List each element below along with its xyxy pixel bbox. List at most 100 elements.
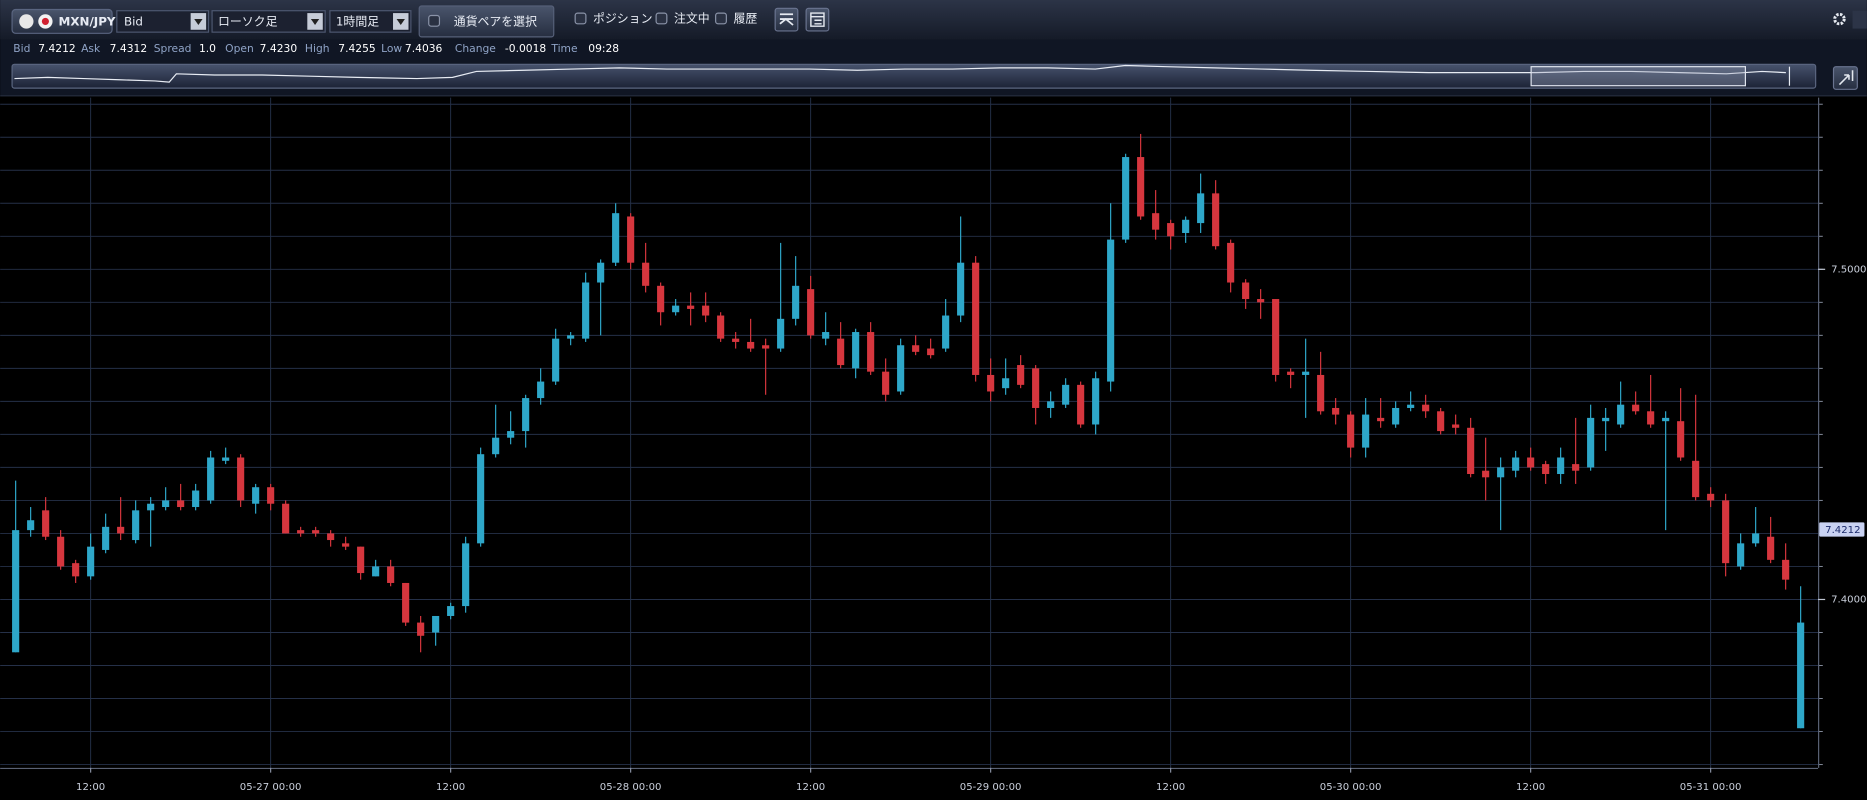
- candle-body: [762, 345, 770, 349]
- candle-body: [882, 371, 890, 395]
- icon: [779, 13, 794, 26]
- candle-body: [927, 348, 935, 356]
- candle-body: [582, 282, 590, 339]
- candle-body: [1182, 219, 1190, 233]
- candle-body: [297, 530, 305, 534]
- x-tick-label: 12:00: [1516, 782, 1545, 793]
- last-price-box: [1819, 522, 1865, 537]
- candle-body: [342, 543, 350, 547]
- select-pair-button[interactable]: 通貨ペアを選択: [418, 5, 555, 38]
- checkbox[interactable]: [428, 14, 441, 27]
- candle-body: [867, 332, 875, 372]
- candle-body: [1452, 424, 1460, 428]
- candle-body: [1362, 414, 1370, 448]
- checkbox[interactable]: [574, 12, 587, 25]
- x-tick-label: 05-27 00:00: [240, 782, 302, 793]
- candle-body: [972, 262, 980, 375]
- x-tick-label: 12:00: [796, 782, 825, 793]
- candle-body: [1017, 365, 1025, 385]
- candle-body: [117, 526, 125, 534]
- candle-body: [177, 500, 185, 508]
- quote-label: Change: [455, 42, 496, 55]
- candle-body: [1197, 193, 1205, 224]
- last-price-label: 7.4212: [1825, 525, 1860, 536]
- icon-button[interactable]: [805, 7, 830, 32]
- candle-body: [447, 606, 455, 616]
- candle-body: [1542, 464, 1550, 475]
- candle-body: [687, 305, 695, 309]
- candle-body: [1137, 157, 1145, 217]
- chart-style-select[interactable]: ローソク足: [211, 10, 326, 33]
- candle-body: [207, 457, 215, 501]
- candle-body: [1482, 470, 1490, 478]
- candle-body: [717, 315, 725, 339]
- candle-body: [102, 526, 110, 550]
- candle-body: [1557, 457, 1565, 475]
- timeframe-select[interactable]: 1時間足: [329, 10, 412, 33]
- flag-mx: [19, 14, 34, 29]
- navigator-bg[interactable]: [11, 63, 1817, 89]
- candle-body: [357, 546, 365, 574]
- price-type-select[interactable]: Bid: [116, 10, 210, 33]
- candle-body: [1677, 421, 1685, 458]
- flag-jp-dot: [41, 17, 49, 25]
- candle-body: [702, 305, 710, 316]
- y-tick-label: 7.5000: [1831, 264, 1866, 275]
- x-tick-label: 05-31 00:00: [1680, 782, 1742, 793]
- toggle-label: 注文中: [674, 12, 710, 26]
- candle-body: [387, 566, 395, 583]
- candle-body: [672, 305, 680, 313]
- candle-body: [312, 530, 320, 534]
- candle-body: [747, 341, 755, 349]
- candle-body: [642, 262, 650, 286]
- pair-button[interactable]: MXN/JPY: [11, 8, 116, 34]
- candle-body: [957, 262, 965, 316]
- x-tick-label: 12:00: [1156, 782, 1185, 793]
- candle-body: [1317, 374, 1325, 412]
- settings-button[interactable]: [1833, 10, 1867, 29]
- candle-body: [1377, 417, 1385, 422]
- candle-body: [1437, 411, 1445, 432]
- toggle-label: 履歴: [734, 12, 758, 26]
- candle-body: [1392, 407, 1400, 425]
- candle-body: [537, 381, 545, 399]
- candle-body: [1152, 213, 1160, 230]
- select-bg[interactable]: [116, 10, 210, 33]
- quote-value: 7.4312: [110, 42, 147, 55]
- checkbox[interactable]: [655, 12, 668, 25]
- candle-body: [1287, 371, 1295, 375]
- select-bg[interactable]: [211, 10, 326, 33]
- candle-body: [57, 536, 65, 567]
- candle-body: [777, 318, 785, 349]
- navigator-window[interactable]: [1530, 66, 1746, 87]
- gear-icon[interactable]: [1833, 12, 1846, 26]
- cut-button[interactable]: [1852, 10, 1867, 29]
- toggle-label: ポジション: [593, 12, 652, 26]
- checkbox[interactable]: [715, 12, 727, 25]
- candle-body: [567, 335, 575, 339]
- zoom-icon: [1838, 70, 1854, 86]
- candle-body: [852, 332, 860, 369]
- icon-button[interactable]: [774, 7, 799, 32]
- candle-body: [732, 338, 740, 342]
- candle-body: [1797, 622, 1805, 729]
- candle-body: [12, 530, 20, 653]
- x-tick-label: 12:00: [76, 782, 105, 793]
- select-arrow: [396, 19, 405, 25]
- pair-label: MXN/JPY: [59, 15, 116, 29]
- zoom-button[interactable]: [1832, 66, 1858, 90]
- candle-body: [1587, 417, 1595, 468]
- candle-body: [1467, 427, 1475, 475]
- candle-body: [1347, 414, 1355, 448]
- quote-label: Open: [225, 42, 254, 55]
- select-bg[interactable]: [329, 10, 412, 33]
- x-tick-label: 12:00: [436, 782, 465, 793]
- button-bg[interactable]: [418, 5, 555, 38]
- quote-value: 09:28: [588, 42, 619, 55]
- select-arrow: [194, 19, 203, 25]
- candle-body: [1092, 378, 1100, 425]
- pair-button-bg[interactable]: [11, 8, 113, 34]
- candle-body: [492, 437, 500, 455]
- navigator[interactable]: [11, 63, 1817, 89]
- candle-body: [1227, 242, 1235, 283]
